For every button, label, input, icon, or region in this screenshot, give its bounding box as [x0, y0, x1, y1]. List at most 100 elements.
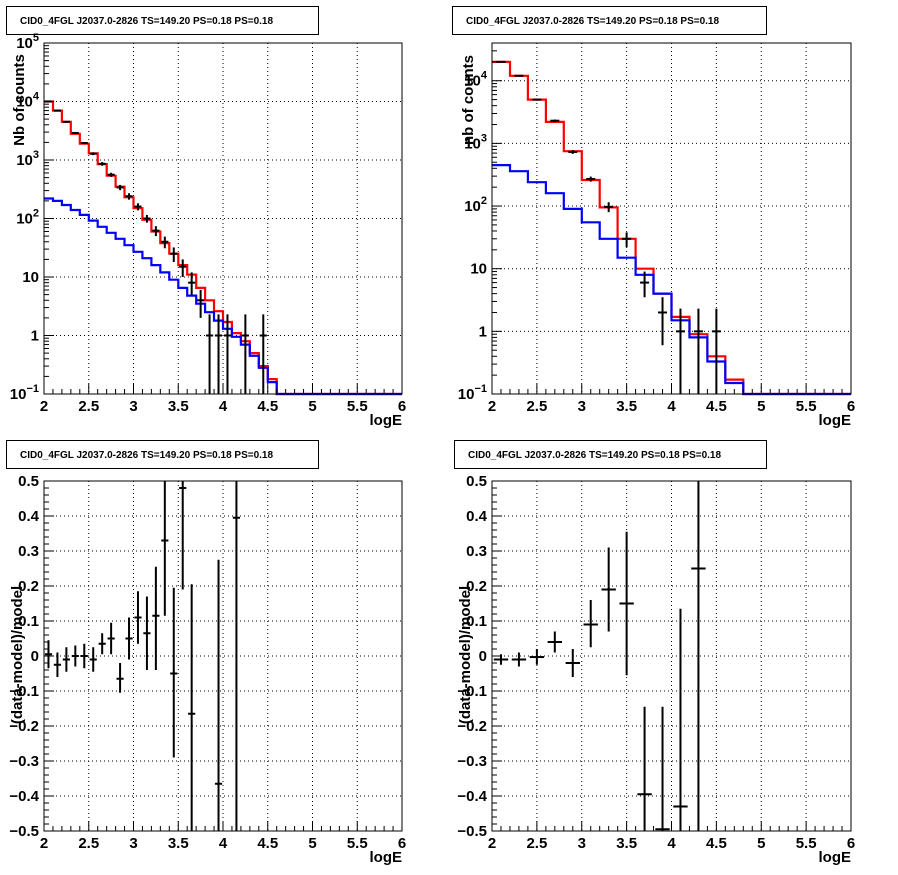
data-point — [98, 633, 106, 655]
title-box-frame — [6, 440, 319, 469]
data-point — [673, 608, 688, 831]
x-axis-title: logE — [370, 412, 403, 429]
x-tick-label: 5.5 — [796, 398, 817, 415]
data-point — [89, 152, 97, 156]
title-box-frame — [452, 6, 767, 35]
x-tick-label: 2.5 — [526, 398, 547, 415]
y-tick-label: 0 — [479, 648, 487, 665]
x-tick-label: 3 — [578, 835, 586, 852]
y-tick-label: 102 — [16, 208, 39, 228]
data-point — [532, 98, 542, 101]
y-axis: −0.5 −0.4 −0.3 −0.2 −0.1 0 0.1 0.2 0.3 0.4 0.5 — [457, 473, 502, 840]
data-point — [568, 150, 578, 154]
data-point — [116, 184, 124, 191]
data-point — [80, 142, 88, 145]
data-point — [601, 547, 616, 632]
x-tick-label: 6 — [847, 398, 855, 415]
data-point — [232, 481, 241, 831]
data-point — [693, 308, 703, 394]
grid — [44, 43, 402, 394]
y-tick-label: 0.2 — [466, 578, 487, 595]
x-tick-label: 2 — [40, 835, 48, 852]
y-tick-label: 0.1 — [466, 613, 487, 630]
data-point — [71, 131, 79, 134]
x-tick-label: 5 — [308, 398, 316, 415]
data-point — [529, 649, 545, 665]
y-tick-label: 104 — [16, 91, 40, 111]
x-tick-label: 4.5 — [706, 398, 727, 415]
data-point — [547, 631, 563, 653]
data-point — [161, 236, 169, 249]
y-tick-label: 102 — [464, 195, 487, 215]
data-point — [550, 119, 560, 122]
y-tick-label: 0.5 — [466, 473, 487, 490]
data-point — [205, 314, 214, 394]
y-tick-label: 0.5 — [18, 473, 39, 490]
x-tick-label: 5.5 — [347, 835, 368, 852]
y-tick-label: 103 — [16, 149, 39, 169]
x-tick-label: 3.5 — [616, 398, 637, 415]
data-point — [62, 647, 70, 672]
x-tick-label: 6 — [398, 835, 406, 852]
y-tick-label: 0.4 — [466, 508, 488, 525]
grid — [492, 43, 851, 394]
data-point — [241, 314, 249, 394]
title-box-frame — [454, 440, 767, 469]
data-point — [658, 297, 668, 346]
data-point — [152, 566, 160, 670]
x-tick-label: 2.5 — [526, 835, 547, 852]
data-point — [107, 172, 115, 177]
data-point — [214, 559, 223, 831]
x-tick-label: 5.5 — [796, 835, 817, 852]
x-tick-label: 3 — [129, 835, 137, 852]
x-tick-label: 2.5 — [78, 835, 99, 852]
x-tick-label: 4 — [219, 398, 228, 415]
y-tick-label: −0.2 — [9, 718, 39, 735]
data-point — [586, 176, 596, 182]
x-tick-label: 5 — [757, 398, 765, 415]
data-point — [655, 706, 670, 831]
chart-title: CID0_4FGL J2037.0-2826 TS=149.20 PS=0.18… — [468, 450, 721, 461]
y-tick-label: 10−1 — [458, 383, 487, 403]
x-axis: 2 2.5 3 3.5 4 4.5 5 5.5 6 — [40, 821, 406, 852]
data-point — [53, 652, 62, 677]
y-axis-title: (data-model)/model — [9, 586, 26, 724]
x-tick-label: 2 — [488, 835, 496, 852]
y-tick-label: −0.5 — [9, 823, 39, 840]
x-axis: 2 2.5 3 3.5 4 4.5 5 5.5 6 — [488, 384, 855, 415]
x-tick-label: 2.5 — [78, 398, 99, 415]
y-axis: 10−1 1 10 102 103 104 105 — [10, 32, 54, 403]
data-point — [514, 74, 524, 77]
title-box: CID0_4FGL J2037.0-2826 TS=149.20 PS=0.18… — [6, 6, 319, 35]
y-tick-label: 0.1 — [18, 613, 39, 630]
y-tick-label: 10 — [22, 269, 39, 286]
data-point — [152, 226, 160, 237]
y-tick-label: 105 — [16, 32, 39, 52]
data-point — [604, 202, 614, 213]
title-box: CID0_4FGL J2037.0-2826 TS=149.20 PS=0.18… — [452, 6, 767, 35]
data-point — [134, 591, 142, 644]
x-tick-label: 6 — [398, 398, 406, 415]
y-axis-title: Nb of counts — [11, 54, 28, 146]
y-axis-title: nb of counts — [460, 55, 477, 145]
y-tick-label: 1 — [479, 323, 487, 340]
chart-title: CID0_4FGL J2037.0-2826 TS=149.20 PS=0.18… — [20, 16, 273, 27]
grid — [44, 481, 402, 831]
data-point — [89, 647, 97, 672]
data-point — [134, 203, 142, 211]
data-point — [197, 289, 205, 318]
data-points — [496, 60, 721, 394]
y-axis: −0.5 −0.4 −0.3 −0.2 −0.1 0 0.1 0.2 0.3 0.4 0.5 — [9, 473, 54, 840]
data-point — [188, 584, 196, 831]
y-tick-label: 0.4 — [18, 508, 40, 525]
y-tick-label: 104 — [464, 70, 488, 90]
data-point — [44, 640, 53, 669]
data-point — [116, 663, 124, 693]
y-axis-title: (data-model)/model — [457, 586, 474, 724]
data-point — [214, 314, 223, 394]
x-tick-label: 2 — [488, 398, 496, 415]
data-point — [98, 162, 106, 166]
y-axis: 10−1 1 10 102 103 104 — [458, 42, 502, 403]
x-tick-label: 3.5 — [168, 835, 189, 852]
data-point — [711, 308, 721, 394]
